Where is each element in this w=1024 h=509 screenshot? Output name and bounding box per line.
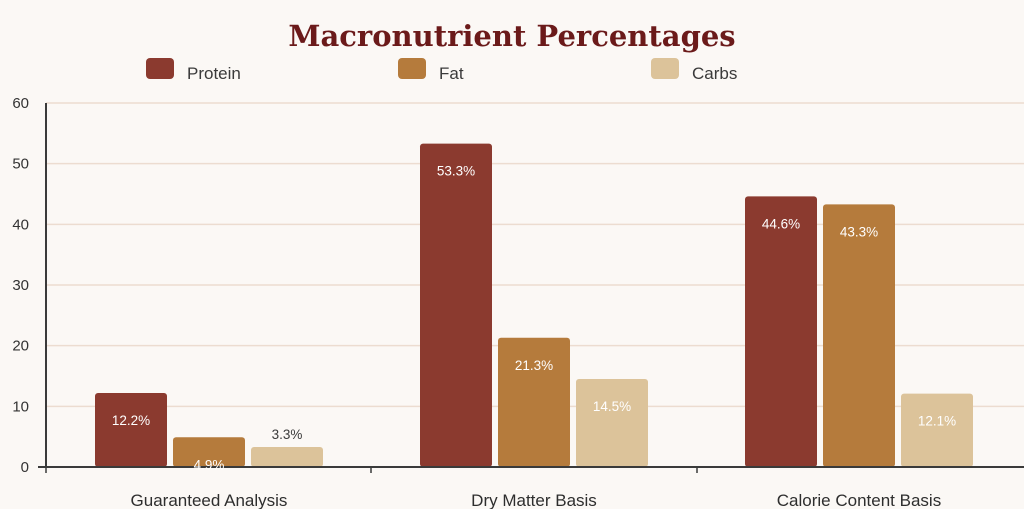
y-tick-label: 30 — [12, 277, 29, 294]
bar-fat-2[interactable] — [823, 204, 895, 467]
bar-fat-0[interactable] — [173, 437, 245, 467]
legend-swatch-fat[interactable] — [398, 58, 426, 79]
legend-swatch-protein[interactable] — [146, 58, 174, 79]
data-label: 4.9% — [194, 457, 225, 472]
y-tick-label: 50 — [12, 156, 29, 173]
y-tick-label: 10 — [12, 398, 29, 415]
legend: Protein Fat Carbs — [146, 58, 737, 83]
y-tick-label: 0 — [21, 459, 29, 476]
legend-label-protein[interactable]: Protein — [187, 64, 241, 83]
bar-protein-0[interactable] — [95, 392, 167, 467]
legend-label-fat[interactable]: Fat — [439, 64, 464, 83]
data-label: 53.3% — [437, 164, 475, 179]
bar-carbs-2[interactable] — [901, 393, 973, 467]
data-label: 21.3% — [515, 358, 553, 373]
legend-label-carbs[interactable]: Carbs — [692, 64, 737, 83]
legend-swatch-carbs[interactable] — [651, 58, 679, 79]
labels: 12.2% 4.9% 3.3% 53.3% 21.3% 14.5% 44.6% 43.3% 12… — [112, 164, 956, 473]
axes: 0 10 20 30 40 50 60 Guaranteed Analysis Dry Matt… — [12, 95, 1024, 509]
bar-carbs-0[interactable] — [251, 446, 323, 467]
data-label: 12.1% — [918, 414, 956, 429]
bars — [95, 143, 973, 467]
x-category-label: Guaranteed Analysis — [131, 491, 288, 509]
data-label: 12.2% — [112, 413, 150, 428]
x-category-label: Calorie Content Basis — [777, 491, 941, 509]
data-label: 14.5% — [593, 399, 631, 414]
bar-protein-1[interactable] — [420, 143, 492, 467]
bar-carbs-1[interactable] — [576, 379, 648, 467]
bar-fat-1[interactable] — [498, 337, 570, 467]
y-tick-label: 60 — [12, 95, 29, 112]
y-tick-label: 40 — [12, 216, 29, 233]
data-label: 44.6% — [762, 216, 800, 231]
data-label: 3.3% — [272, 427, 303, 442]
x-category-label: Dry Matter Basis — [471, 491, 597, 509]
chart-title: Macronutrient Percentages — [288, 19, 735, 53]
bar-protein-2[interactable] — [745, 196, 817, 467]
data-label: 43.3% — [840, 224, 878, 239]
y-tick-label: 20 — [12, 338, 29, 355]
